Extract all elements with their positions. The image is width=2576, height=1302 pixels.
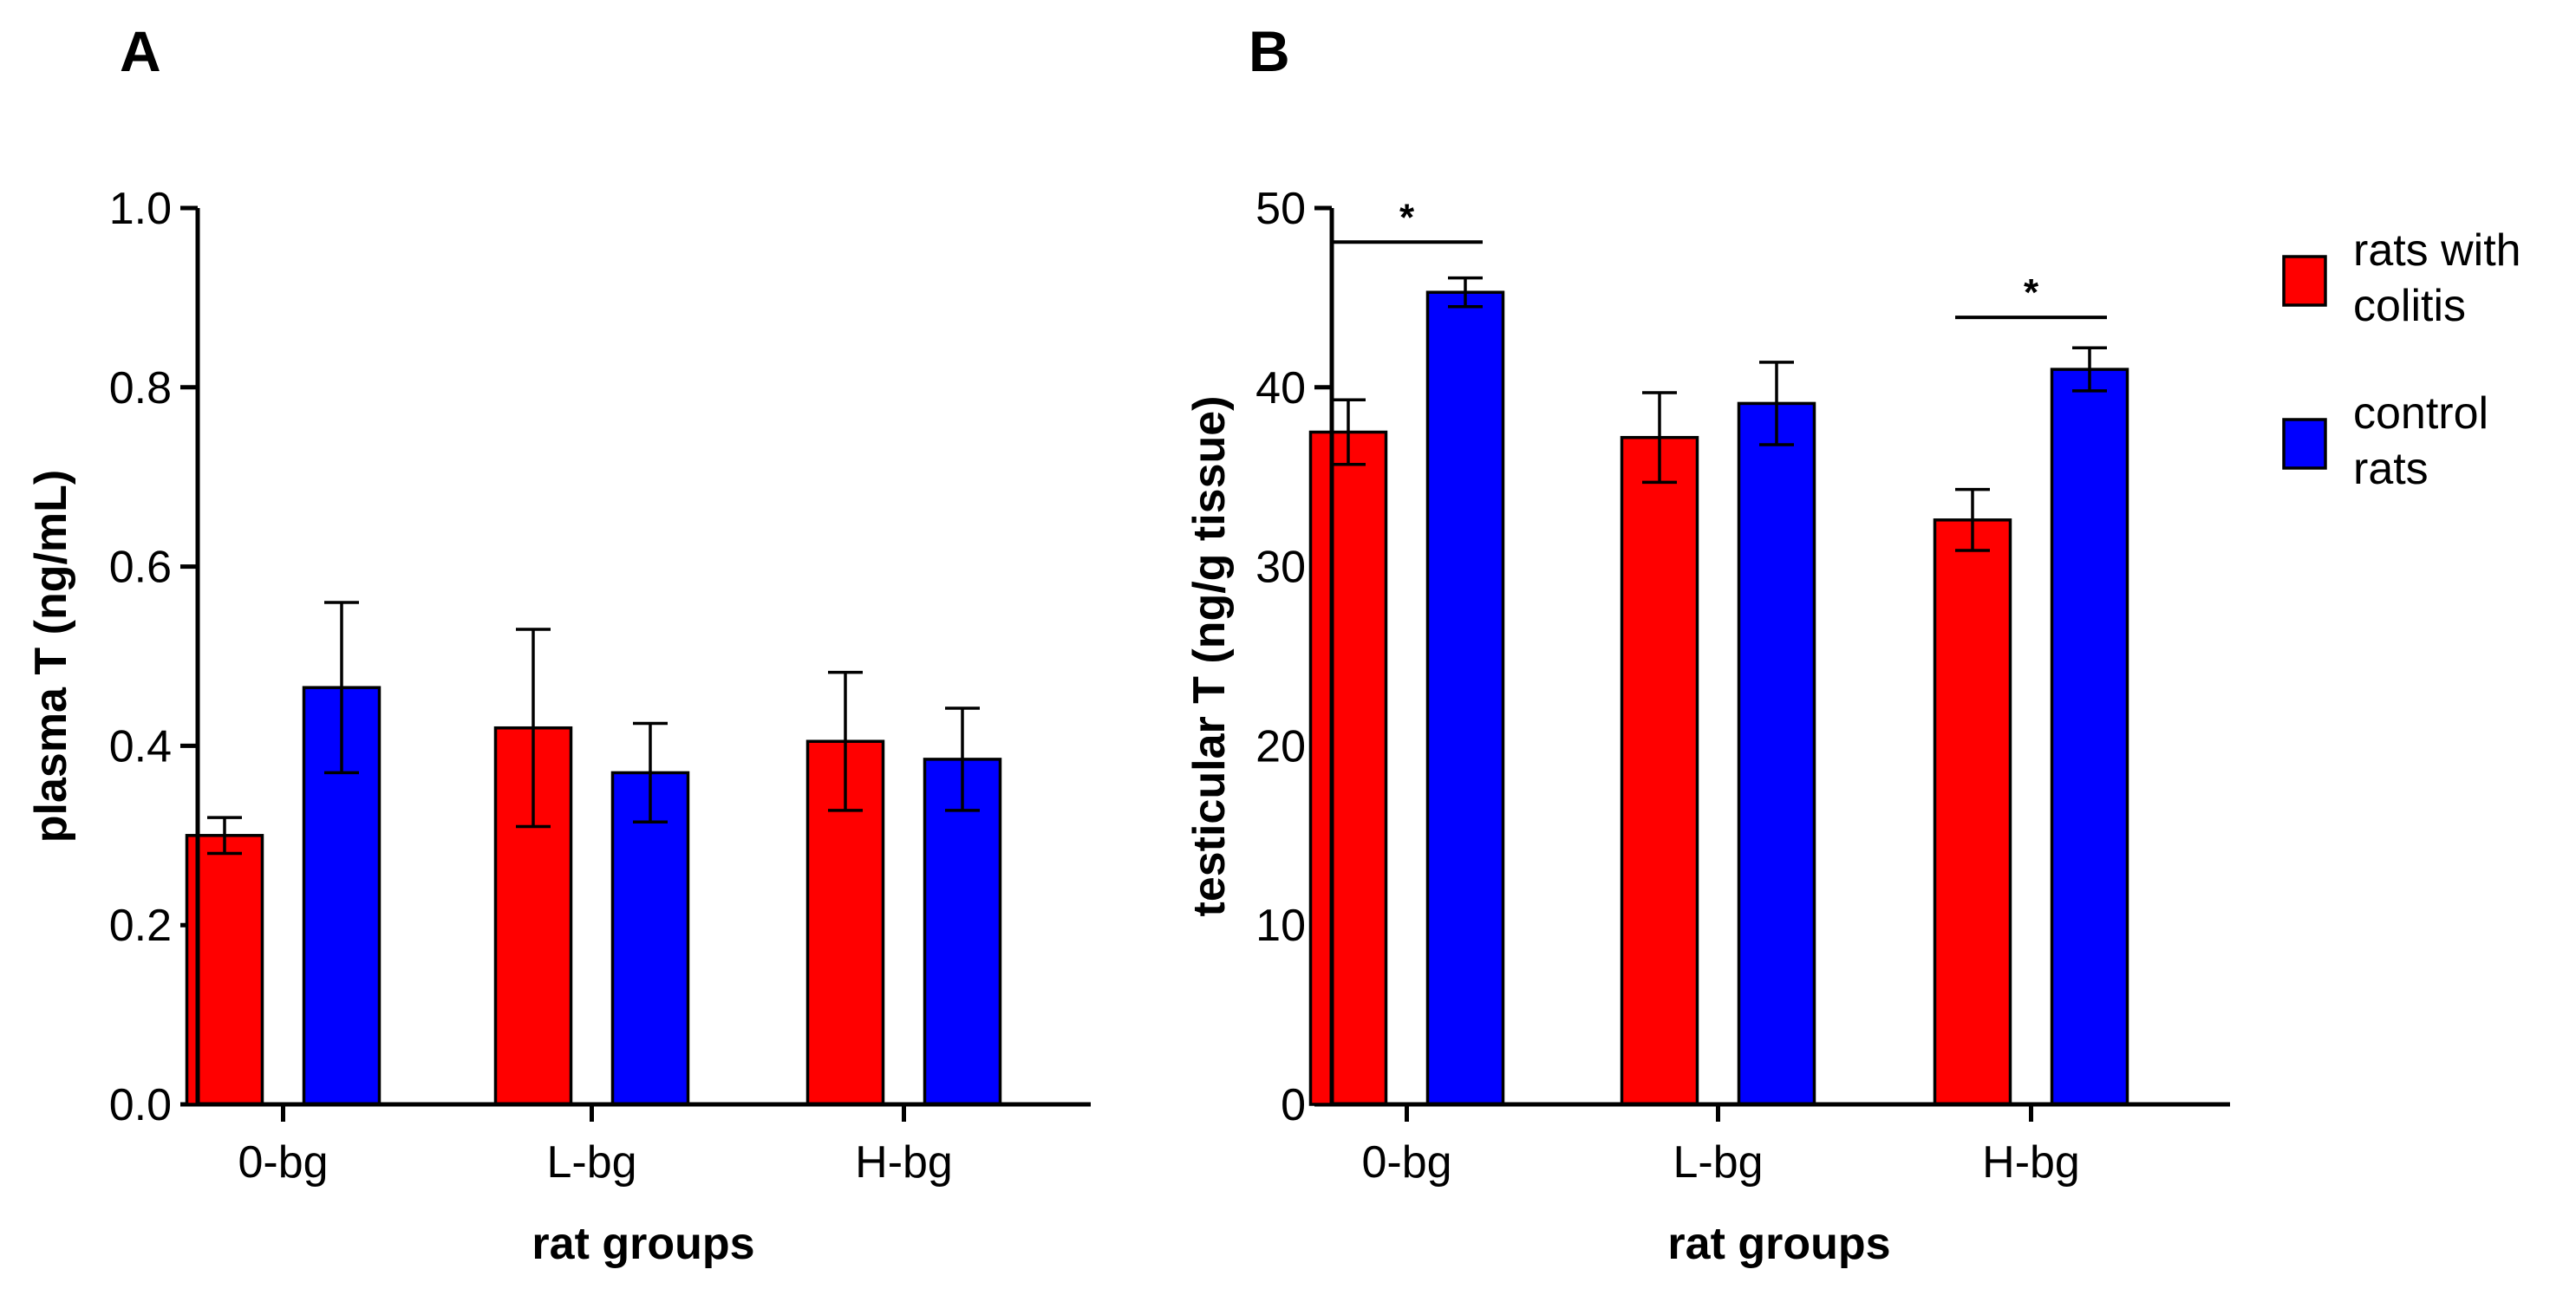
legend-label-line: rats: [2353, 444, 2429, 494]
significance-star: *: [2024, 271, 2039, 314]
error-bar-control-rats-H-bg: [945, 706, 980, 812]
bar-control-rats-0-bg: [1425, 290, 1505, 1106]
legend-swatch-rats-with-colitis: [2282, 255, 2327, 307]
legend: rats with colitis control rats: [2282, 225, 2534, 494]
legend-label-line: rats with: [2353, 225, 2521, 276]
y-tick-label: 0.6: [109, 543, 172, 593]
legend-swatch-control-rats: [2282, 418, 2327, 470]
y-tick-label: 0.4: [109, 721, 172, 771]
error-bar-control-rats-L-bg: [633, 721, 668, 824]
error-bar-control-rats-0-bg: [324, 601, 359, 775]
panel-b-y-axis-title: testicular T (ng/g tissue): [1184, 396, 1235, 917]
panel-a-x-axis-title: rat groups: [532, 1219, 754, 1269]
bar-rats-with-colitis-H-bg: [1933, 518, 2012, 1106]
x-tick-label: L-bg: [546, 1137, 636, 1188]
error-bar-rats-with-colitis-H-bg: [1955, 487, 1990, 552]
panel-b-error-bars: [1331, 276, 2107, 552]
panel-a: A 0.0 0.2 0.4 0.6 0.8 1.0 0-bg L-bg H-bg plasma…: [26, 19, 1091, 1269]
y-tick-label: 50: [1255, 184, 1306, 234]
legend-label-line: colitis: [2353, 281, 2466, 331]
error-bar-rats-with-colitis-0-bg: [207, 816, 242, 856]
legend-item-control-rats: control rats: [2282, 388, 2501, 494]
bar-control-rats-L-bg: [1737, 401, 1816, 1106]
error-bar-control-rats-H-bg: [2072, 346, 2107, 393]
error-bar-control-rats-0-bg: [1448, 276, 1483, 309]
panel-b-x-ticks: 0-bg L-bg H-bg: [1361, 1104, 2080, 1188]
panel-b-bars: [1308, 290, 2129, 1106]
y-tick-label: 0.8: [109, 363, 172, 413]
error-bar-rats-with-colitis-0-bg: [1331, 398, 1366, 466]
bar-control-rats-L-bg: [610, 771, 690, 1106]
panel-b-y-ticks: 0 10 20 30 40 50: [1255, 184, 1332, 1130]
panel-a-y-ticks: 0.0 0.2 0.4 0.6 0.8 1.0: [109, 184, 198, 1130]
y-tick-label: 0.0: [109, 1080, 172, 1130]
panel-b-letter: B: [1249, 19, 1290, 83]
x-tick-label: 0-bg: [1361, 1137, 1451, 1188]
legend-label-line: control: [2353, 388, 2488, 439]
panel-a-y-axis-title: plasma T (ng/mL): [26, 470, 76, 843]
panel-a-error-bars: [207, 601, 980, 856]
x-tick-label: H-bg: [1982, 1137, 2080, 1188]
legend-item-rats-with-colitis: rats with colitis: [2282, 225, 2534, 331]
bar-rats-with-colitis-L-bg: [1620, 435, 1699, 1106]
panel-a-bars: [185, 686, 1002, 1106]
y-tick-label: 30: [1255, 543, 1306, 593]
x-tick-label: L-bg: [1673, 1137, 1763, 1188]
bar-control-rats-H-bg: [2050, 368, 2129, 1106]
significance-star: *: [1399, 196, 1415, 238]
y-tick-label: 20: [1255, 721, 1306, 771]
panel-a-letter: A: [120, 19, 161, 83]
legend-label-control-rats: control rats: [2353, 388, 2501, 494]
bar-rats-with-colitis-0-bg: [1308, 430, 1388, 1106]
error-bar-control-rats-L-bg: [1759, 361, 1794, 446]
y-tick-label: 0.2: [109, 901, 172, 951]
error-bar-rats-with-colitis-L-bg: [516, 628, 551, 829]
y-tick-label: 40: [1255, 363, 1306, 413]
error-bar-rats-with-colitis-H-bg: [828, 670, 863, 812]
panel-b-x-axis-title: rat groups: [1667, 1219, 1890, 1269]
x-tick-label: 0-bg: [238, 1137, 328, 1188]
panel-a-x-ticks: 0-bg L-bg H-bg: [238, 1104, 953, 1188]
y-tick-label: 1.0: [109, 184, 172, 234]
panel-b-significance: **: [1331, 196, 2107, 320]
bar-control-rats-H-bg: [923, 758, 1002, 1106]
x-tick-label: H-bg: [855, 1137, 953, 1188]
error-bar-rats-with-colitis-L-bg: [1642, 391, 1677, 485]
legend-label-rats-with-colitis: rats with colitis: [2353, 225, 2534, 331]
y-tick-label: 10: [1255, 901, 1306, 951]
y-tick-label: 0: [1281, 1080, 1306, 1130]
